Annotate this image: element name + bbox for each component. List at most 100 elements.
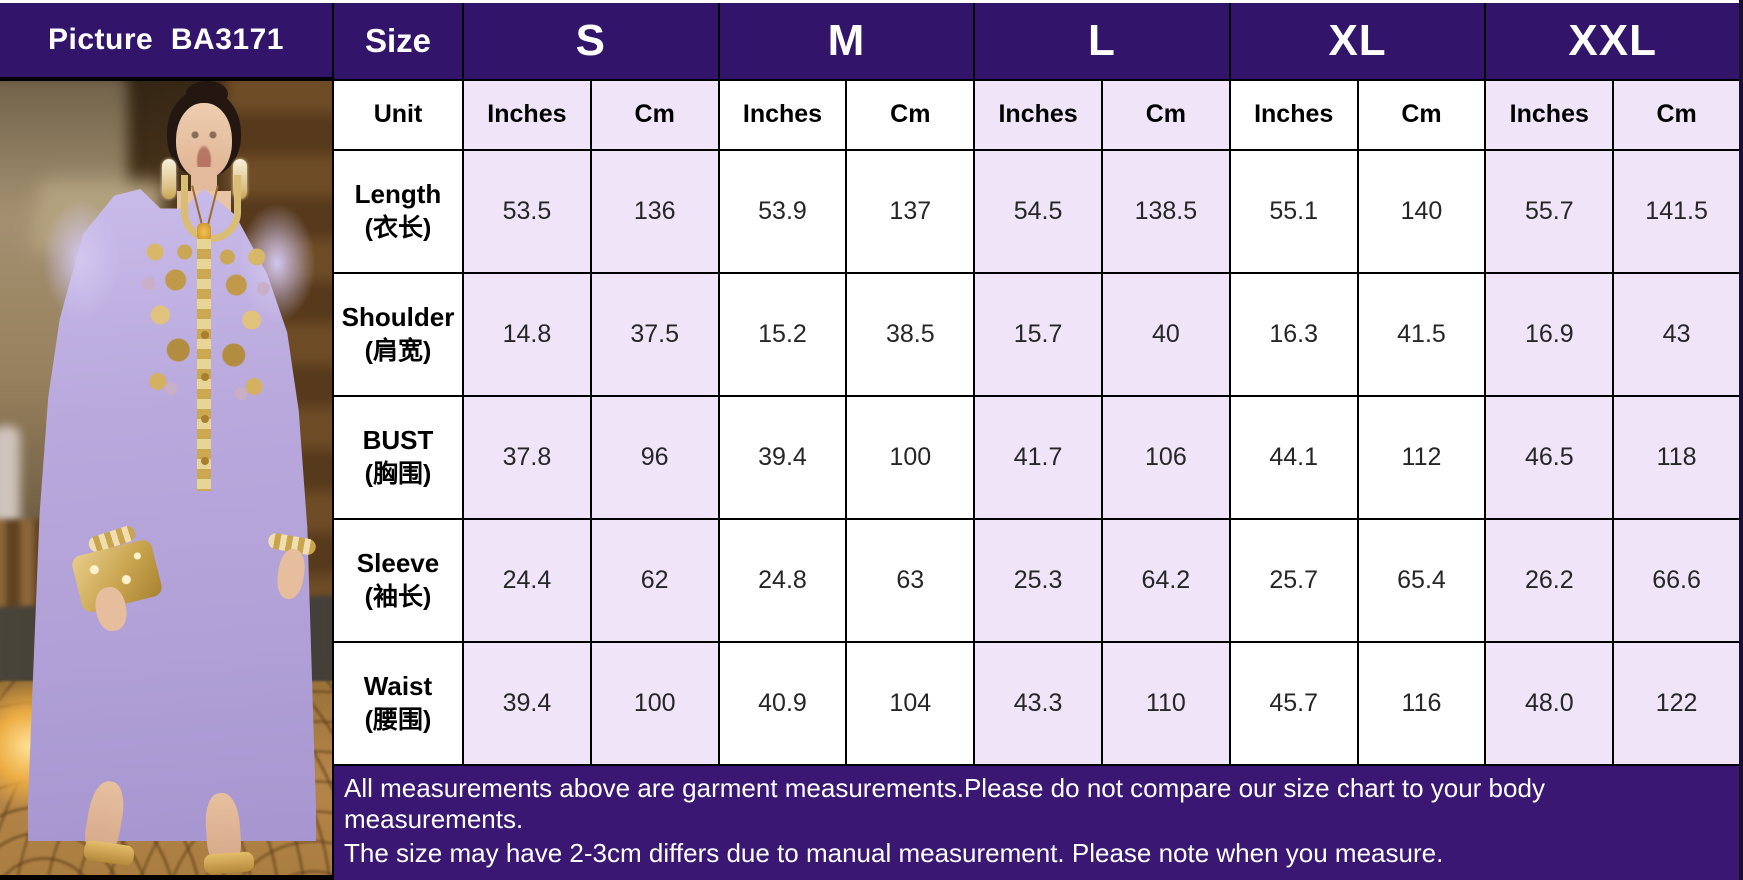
row-bust: BUST (胸围) 37.8 96 39.4 100 41.7 106 44.1… xyxy=(332,394,1742,520)
model-hair-bun xyxy=(186,81,228,107)
value-cell: 45.7 xyxy=(1228,640,1359,766)
unit-inches-xxl: Inches xyxy=(1484,78,1615,151)
value-cell: 15.7 xyxy=(973,271,1103,397)
value-cell: 14.8 xyxy=(462,271,592,397)
row-waist: Waist (腰围) 39.4 100 40.9 104 43.3 110 45… xyxy=(332,640,1742,766)
row-sleeve: Sleeve (袖长) 24.4 62 24.8 63 25.3 64.2 25… xyxy=(332,517,1742,643)
value-cell: 39.4 xyxy=(462,640,592,766)
unit-label-cell: Unit xyxy=(332,78,464,151)
value-cell: 37.8 xyxy=(462,394,592,520)
gold-embroidery-left xyxy=(136,231,200,406)
value-cell: 63 xyxy=(845,517,976,643)
value-cell: 54.5 xyxy=(973,148,1103,274)
unit-cm-m: Cm xyxy=(845,78,976,151)
puff-sleeve-left xyxy=(42,199,120,319)
size-col-xxl: XXL xyxy=(1484,0,1742,81)
value-cell: 16.9 xyxy=(1484,271,1615,397)
unit-cm-l: Cm xyxy=(1100,78,1231,151)
value-cell: 137 xyxy=(845,148,976,274)
value-cell: 62 xyxy=(589,517,720,643)
row-label-bust: BUST (胸围) xyxy=(332,394,464,520)
value-cell: 66.6 xyxy=(1612,517,1742,643)
notes-panel: All measurements above are garment measu… xyxy=(332,763,1742,880)
unit-inches-xl: Inches xyxy=(1228,78,1359,151)
value-cell: 48.0 xyxy=(1484,640,1615,766)
gold-shoe-right xyxy=(203,851,255,875)
value-cell: 24.4 xyxy=(462,517,592,643)
value-cell: 26.2 xyxy=(1484,517,1615,643)
size-col-m: M xyxy=(717,0,976,81)
photo-bottom-border xyxy=(0,875,332,880)
value-cell: 40 xyxy=(1100,271,1231,397)
value-cell: 53.5 xyxy=(462,148,592,274)
row-label-sleeve: Sleeve (袖长) xyxy=(332,517,464,643)
model-face xyxy=(176,103,232,179)
size-table: Size S M L XL XXL Unit Inches Cm Inches … xyxy=(332,0,1743,880)
value-cell: 55.7 xyxy=(1484,148,1615,274)
value-cell: 44.1 xyxy=(1228,394,1359,520)
value-cell: 138.5 xyxy=(1100,148,1231,274)
size-label-cell: Size xyxy=(332,0,464,81)
size-col-l: L xyxy=(973,0,1231,81)
necklace-pendant xyxy=(197,223,211,241)
value-cell: 38.5 xyxy=(845,271,976,397)
value-cell: 100 xyxy=(845,394,976,520)
product-photo xyxy=(0,81,332,880)
row-label-length: Length (衣长) xyxy=(332,148,464,274)
value-cell: 24.8 xyxy=(717,517,848,643)
value-cell: 46.5 xyxy=(1484,394,1615,520)
earring-left xyxy=(162,159,176,199)
value-cell: 106 xyxy=(1100,394,1231,520)
size-col-s: S xyxy=(462,0,720,81)
gold-front-trim xyxy=(197,239,211,491)
size-header-row: Size S M L XL XXL xyxy=(332,0,1742,81)
value-cell: 100 xyxy=(589,640,720,766)
size-col-xl: XL xyxy=(1228,0,1487,81)
note-line-1: All measurements above are garment measu… xyxy=(344,772,1545,835)
row-label-shoulder: Shoulder (肩宽) xyxy=(332,271,464,397)
gold-collar-trim xyxy=(181,175,241,242)
value-cell: 40.9 xyxy=(717,640,848,766)
unit-cm-s: Cm xyxy=(589,78,720,151)
value-cell: 55.1 xyxy=(1228,148,1359,274)
value-cell: 37.5 xyxy=(589,271,720,397)
unit-row: Unit Inches Cm Inches Cm Inches Cm Inche… xyxy=(332,78,1742,151)
value-cell: 39.4 xyxy=(717,394,848,520)
value-cell: 53.9 xyxy=(717,148,848,274)
row-label-waist: Waist (腰围) xyxy=(332,640,464,766)
unit-inches-s: Inches xyxy=(462,78,592,151)
unit-inches-l: Inches xyxy=(973,78,1103,151)
value-cell: 43 xyxy=(1612,271,1742,397)
value-cell: 41.7 xyxy=(973,394,1103,520)
value-cell: 64.2 xyxy=(1100,517,1231,643)
row-shoulder: Shoulder (肩宽) 14.8 37.5 15.2 38.5 15.7 4… xyxy=(332,271,1742,397)
picture-header: Picture BA3171 xyxy=(0,3,332,81)
value-cell: 16.3 xyxy=(1228,271,1359,397)
unit-cm-xxl: Cm xyxy=(1612,78,1742,151)
value-cell: 96 xyxy=(589,394,720,520)
value-cell: 112 xyxy=(1356,394,1487,520)
row-length: Length (衣长) 53.5 136 53.9 137 54.5 138.5… xyxy=(332,148,1742,274)
value-cell: 104 xyxy=(845,640,976,766)
value-cell: 43.3 xyxy=(973,640,1103,766)
value-cell: 41.5 xyxy=(1356,271,1487,397)
gold-embroidery-right xyxy=(212,236,276,411)
value-cell: 136 xyxy=(589,148,720,274)
value-cell: 122 xyxy=(1612,640,1742,766)
value-cell: 140 xyxy=(1356,148,1487,274)
value-cell: 25.7 xyxy=(1228,517,1359,643)
picture-column: Picture BA3171 xyxy=(0,0,332,880)
value-cell: 25.3 xyxy=(973,517,1103,643)
value-cell: 141.5 xyxy=(1612,148,1742,274)
value-cell: 116 xyxy=(1356,640,1487,766)
value-cell: 65.4 xyxy=(1356,517,1487,643)
unit-cm-xl: Cm xyxy=(1356,78,1487,151)
note-line-2: The size may have 2-3cm differs due to m… xyxy=(344,837,1444,868)
value-cell: 15.2 xyxy=(717,271,848,397)
size-table-wrap: Size S M L XL XXL Unit Inches Cm Inches … xyxy=(332,0,1743,880)
value-cell: 118 xyxy=(1612,394,1742,520)
gold-buttons xyxy=(201,331,209,339)
value-cell: 110 xyxy=(1100,640,1231,766)
unit-inches-m: Inches xyxy=(717,78,848,151)
